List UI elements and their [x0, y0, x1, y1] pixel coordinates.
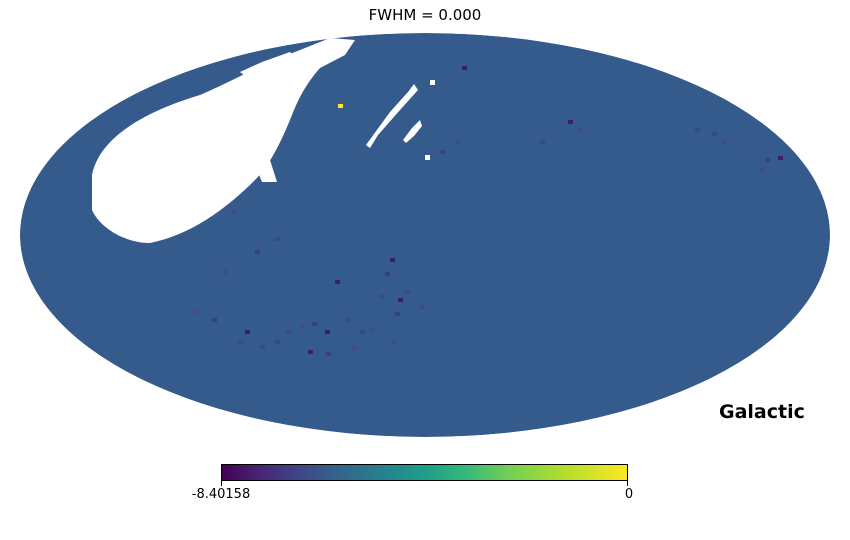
dark-pixel	[238, 340, 243, 344]
dark-pixel	[192, 310, 197, 314]
dark-pixel	[360, 330, 365, 334]
dark-pixel	[245, 330, 250, 334]
dark-pixel	[462, 66, 467, 70]
dark-pixel	[255, 250, 260, 254]
dark-pixel	[335, 280, 340, 284]
dark-pixel	[748, 142, 753, 146]
dark-pixel	[712, 132, 717, 136]
dark-pixel	[212, 318, 217, 322]
dark-pixel	[440, 150, 445, 154]
dark-pixel	[395, 312, 400, 316]
dark-pixel	[260, 345, 265, 349]
colorbar	[221, 464, 628, 481]
dark-pixel	[390, 258, 395, 262]
dark-pixel	[352, 345, 357, 349]
colorbar-tick-max	[627, 481, 628, 486]
masked-region-upper	[240, 52, 300, 80]
dark-pixel	[398, 298, 403, 302]
dark-pixel	[308, 350, 313, 354]
dark-pixel	[312, 322, 317, 326]
dark-pixel	[568, 120, 573, 124]
dark-pixel	[275, 237, 280, 241]
dark-pixel	[540, 140, 545, 144]
colorbar-min-label: -8.40158	[191, 487, 251, 502]
bright-pixel	[338, 104, 343, 108]
colorbar-tick-min	[221, 481, 222, 486]
dark-pixel	[695, 128, 700, 132]
dark-pixel	[286, 330, 291, 334]
masked-dot-2	[425, 155, 430, 160]
masked-dot-1	[430, 80, 435, 85]
coordinate-system-label: Galactic	[719, 401, 805, 423]
dark-pixel	[578, 128, 583, 132]
masked-region-hook	[240, 140, 277, 182]
dark-pixel	[380, 295, 385, 299]
dark-pixel	[370, 328, 375, 332]
dark-pixel	[346, 318, 351, 322]
masked-sliver-2	[403, 120, 422, 143]
dark-pixel	[760, 168, 765, 172]
dark-pixel	[778, 156, 783, 160]
dark-pixel-group	[192, 66, 783, 356]
dark-pixel	[325, 330, 330, 334]
dark-pixel	[232, 210, 237, 214]
dark-pixel	[455, 140, 460, 144]
map-title: FWHM = 0.000	[368, 6, 482, 24]
dark-pixel	[385, 272, 390, 276]
dark-pixel	[222, 270, 227, 274]
dark-pixel	[275, 340, 280, 344]
dark-pixel	[326, 352, 331, 356]
dark-pixel	[420, 305, 425, 309]
dark-pixel	[722, 140, 727, 144]
colorbar-max-label: 0	[624, 487, 634, 502]
masked-region-large	[92, 38, 355, 243]
dark-pixel	[405, 290, 410, 294]
masked-sliver-1	[366, 84, 418, 148]
dark-pixel	[300, 325, 305, 329]
dark-pixel	[392, 340, 397, 344]
dark-pixel	[765, 158, 770, 162]
